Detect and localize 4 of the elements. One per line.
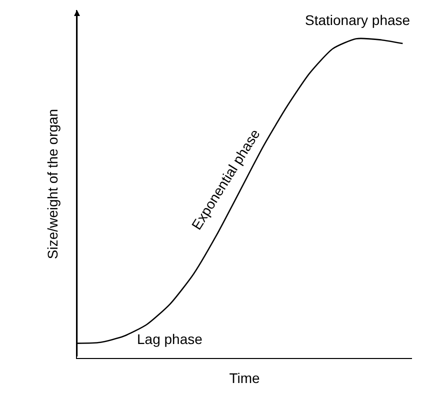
y-axis-title: Size/weight of the organ <box>44 108 60 260</box>
x-axis-title: Time <box>229 370 260 386</box>
annotation: Lag phase <box>137 331 203 347</box>
text: Stationary phase <box>305 12 410 28</box>
